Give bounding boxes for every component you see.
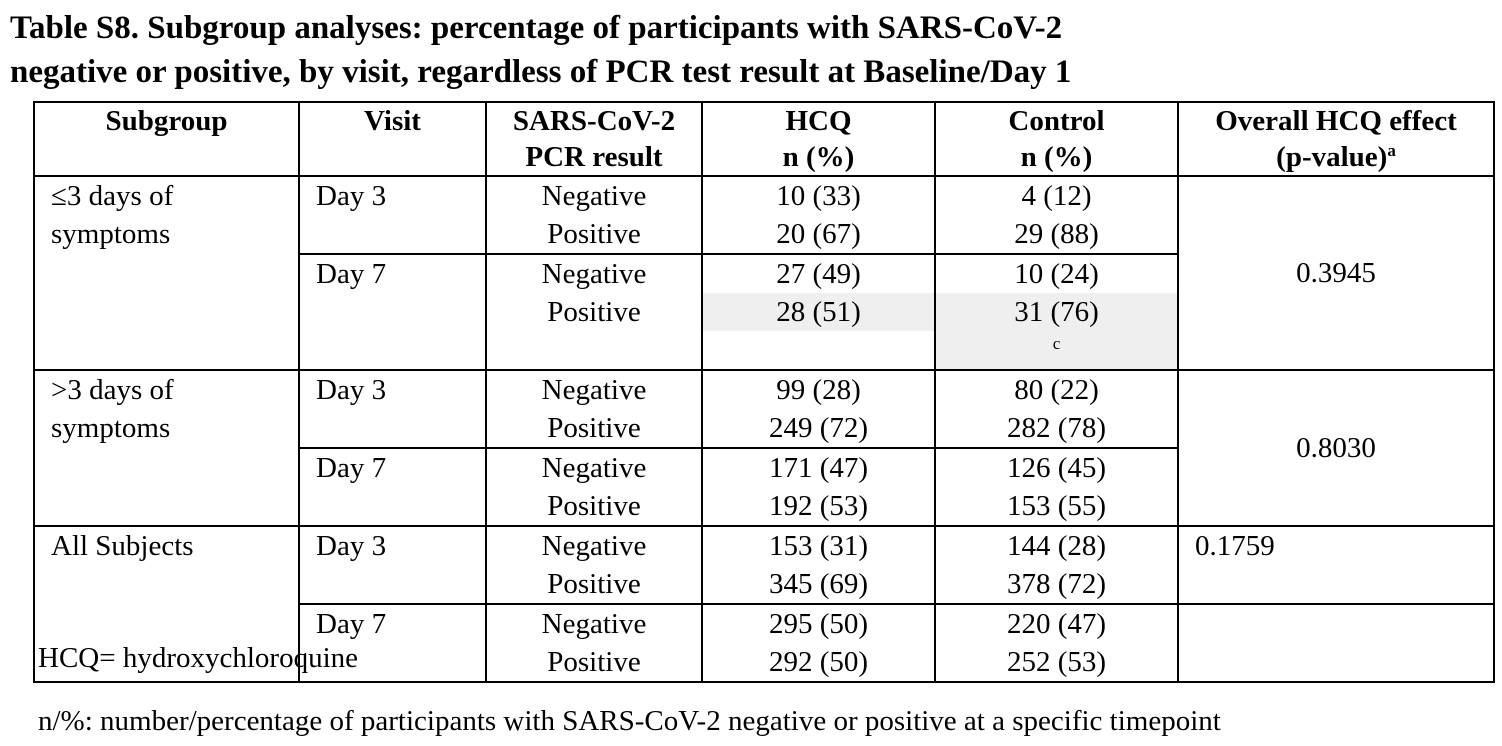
control-cell: 220 (47) 252 (53) — [934, 603, 1179, 683]
pcr-result-cell: Negative Positive — [485, 369, 703, 449]
table-row: ≤3 days of symptoms Day 3 Negative Posit… — [33, 175, 1495, 371]
hcq-cell: 99 (28) 249 (72) — [701, 369, 936, 449]
pcr-result-cell: Negative Positive — [485, 253, 703, 371]
table-row: Day 7 Negative Positive 27 (49) 28 (51) … — [34, 253, 1494, 371]
table-row: Day 7 Negative Positive 171 (47) 192 (53… — [34, 447, 1494, 527]
footnote-abbreviation: HCQ= hydroxychloroquine — [38, 642, 359, 674]
table-row: >3 days of symptoms Day 3 Negative Posit… — [33, 369, 1495, 527]
hcq-cell: 153 (31) 345 (69) — [701, 525, 936, 605]
subgroup-cell: All Subjects — [33, 525, 300, 683]
footnote-marker: c — [1052, 334, 1061, 353]
title-line-2: negative or positive, by visit, regardle… — [10, 54, 1072, 90]
header-visit: Visit — [298, 101, 487, 177]
overall-effect-cell: 0.1759 — [1177, 525, 1495, 605]
control-cell: 80 (22) 282 (78) — [934, 369, 1179, 449]
header-overall-effect: Overall HCQ effect (p-value)a — [1177, 101, 1495, 177]
header-row: Subgroup Visit SARS-CoV-2 PCR result HCQ… — [33, 101, 1495, 177]
subgroup-cell: ≤3 days of symptoms — [33, 175, 300, 371]
footnote-n-percent: n/%: number/percentage of participants w… — [38, 705, 1221, 737]
subgroup-table: Subgroup Visit SARS-CoV-2 PCR result HCQ… — [33, 101, 1495, 683]
overall-effect-cell: 0.8030 — [1177, 369, 1495, 527]
pcr-result-cell: Negative Positive — [485, 447, 703, 527]
table-title: Table S8. Subgroup analyses: percentage … — [10, 6, 1490, 94]
visit-cell: Day 3 — [298, 369, 487, 449]
control-cell: 144 (28) 378 (72) — [934, 525, 1179, 605]
title-line-1: Table S8. Subgroup analyses: percentage … — [10, 10, 1063, 46]
control-cell: 10 (24) 31 (76) c — [934, 253, 1179, 371]
subgroup-cell: >3 days of symptoms — [33, 369, 300, 527]
header-control: Control n (%) — [934, 101, 1179, 177]
hcq-cell: 171 (47) 192 (53) — [701, 447, 936, 527]
visit-cell: Day 3 — [298, 175, 487, 255]
hcq-cell: 295 (50) 292 (50) — [701, 603, 936, 683]
hcq-cell: 27 (49) 28 (51) — [701, 253, 936, 371]
header-subgroup: Subgroup — [33, 101, 300, 177]
header-hcq: HCQ n (%) — [701, 101, 936, 177]
table-row: All Subjects Day 3 Negative Positive 153… — [33, 525, 1495, 683]
header-pcr-result: SARS-CoV-2 PCR result — [485, 101, 703, 177]
footnote-marker: a — [1387, 141, 1396, 160]
hcq-cell: 10 (33) 20 (67) — [701, 175, 936, 255]
overall-effect-cell-empty — [1177, 603, 1495, 683]
control-cell: 126 (45) 153 (55) — [934, 447, 1179, 527]
visit-cell: Day 7 — [298, 603, 487, 683]
visit-cell: Day 7 — [298, 447, 487, 527]
pcr-result-cell: Negative Positive — [485, 175, 703, 255]
control-cell: 4 (12) 29 (88) — [934, 175, 1179, 255]
overall-effect-cell: 0.3945 — [1177, 175, 1495, 371]
table-row: Day 7 Negative Positive 295 (50) 292 (50… — [34, 603, 1495, 683]
visit-cell: Day 3 — [298, 525, 487, 605]
visit-cell: Day 7 — [298, 253, 487, 371]
pcr-result-cell: Negative Positive — [485, 525, 703, 605]
pcr-result-cell: Negative Positive — [485, 603, 703, 683]
